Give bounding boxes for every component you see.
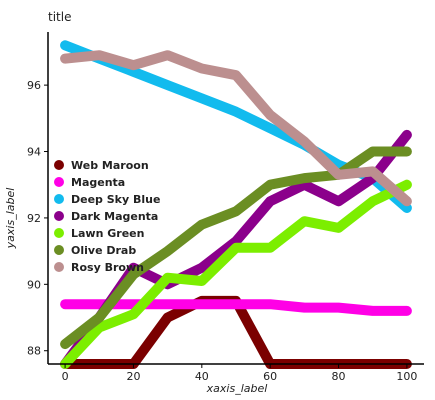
legend-marker-magenta xyxy=(54,177,64,187)
legend-marker-deep-sky-blue xyxy=(54,194,64,204)
legend-label-dark-magenta: Dark Magenta xyxy=(71,210,158,223)
series-rosy-brown xyxy=(60,50,412,207)
legend-marker-rosy-brown xyxy=(54,262,64,272)
data-point-web-maroon xyxy=(163,313,173,322)
data-point-olive-drab xyxy=(163,246,173,256)
data-point-rosy-brown xyxy=(94,50,104,60)
data-point-lawn-green xyxy=(299,216,309,226)
data-point-deep-sky-blue xyxy=(60,40,70,50)
data-point-olive-drab xyxy=(299,173,309,183)
series-layer xyxy=(60,40,412,369)
data-point-lawn-green xyxy=(334,223,343,233)
data-point-rosy-brown xyxy=(231,70,241,80)
legend: Web Maroon Magenta Deep Sky Blue Dark Magen… xyxy=(54,159,160,274)
data-point-rosy-brown xyxy=(265,110,275,120)
data-point-magenta xyxy=(402,306,412,316)
x-tick-label: 80 xyxy=(332,370,346,383)
data-point-dark-magenta xyxy=(197,263,207,273)
legend-marker-lawn-green xyxy=(54,228,64,238)
x-axis-title: xaxis_label xyxy=(206,382,268,395)
data-point-magenta xyxy=(368,306,378,316)
legend-label-magenta: Magenta xyxy=(71,176,125,189)
series-magenta xyxy=(60,299,412,316)
data-point-deep-sky-blue xyxy=(265,123,275,133)
x-tick-label: 20 xyxy=(126,370,140,383)
data-point-olive-drab xyxy=(402,147,412,156)
y-axis-title: yaxis_label xyxy=(4,188,17,250)
y-tick-label: 94 xyxy=(27,146,41,159)
series-olive-drab xyxy=(60,146,412,350)
x-tick-label: 0 xyxy=(62,370,69,383)
data-point-lawn-green xyxy=(197,276,207,286)
legend-label-deep-sky-blue: Deep Sky Blue xyxy=(71,193,160,206)
x-tick-label: 60 xyxy=(263,370,277,383)
data-point-olive-drab xyxy=(265,180,275,190)
data-point-olive-drab xyxy=(60,339,70,349)
data-point-magenta xyxy=(197,299,207,309)
data-point-deep-sky-blue xyxy=(163,80,173,90)
data-point-magenta xyxy=(299,303,309,313)
legend-label-web-maroon: Web Maroon xyxy=(71,159,149,172)
legend-marker-olive-drab xyxy=(54,245,64,255)
data-point-rosy-brown xyxy=(163,50,173,60)
data-point-magenta xyxy=(334,303,343,313)
data-point-lawn-green xyxy=(163,273,173,283)
data-point-olive-drab xyxy=(129,269,138,279)
y-tick-label: 88 xyxy=(27,345,41,358)
data-point-deep-sky-blue xyxy=(231,107,241,117)
data-point-rosy-brown xyxy=(368,166,378,176)
legend-marker-web-maroon xyxy=(54,160,64,170)
data-point-rosy-brown xyxy=(402,196,412,206)
data-point-magenta xyxy=(60,299,70,309)
legend-label-rosy-brown: Rosy Brown xyxy=(71,261,144,274)
y-tick-label: 90 xyxy=(27,278,41,291)
legend-marker-dark-magenta xyxy=(54,211,64,221)
series-lawn-green xyxy=(60,179,412,369)
legend-label-lawn-green: Lawn Green xyxy=(71,227,144,240)
data-point-dark-magenta xyxy=(334,196,343,206)
data-point-lawn-green xyxy=(231,243,241,253)
data-point-rosy-brown xyxy=(299,137,309,147)
data-point-magenta xyxy=(163,299,173,309)
data-point-dark-magenta xyxy=(402,130,412,140)
chart-title: title xyxy=(48,10,71,24)
data-point-olive-drab xyxy=(368,147,378,156)
axes-layer: 0 20 40 60 80 100 88 90 92 94 96 xyxy=(27,32,424,383)
y-tick-label: 92 xyxy=(27,212,41,225)
data-point-rosy-brown xyxy=(60,54,70,64)
data-point-olive-drab xyxy=(197,220,207,230)
data-point-dark-magenta xyxy=(265,196,275,206)
data-point-magenta xyxy=(265,299,275,309)
x-tick-label: 40 xyxy=(195,370,209,383)
data-point-lawn-green xyxy=(129,309,138,319)
legend-label-olive-drab: Olive Drab xyxy=(71,244,136,257)
data-point-magenta xyxy=(231,299,241,309)
y-tick-label: 96 xyxy=(27,79,41,92)
data-point-olive-drab xyxy=(94,313,104,322)
data-point-olive-drab xyxy=(231,206,241,216)
data-point-lawn-green xyxy=(402,180,412,190)
data-point-lawn-green xyxy=(368,196,378,206)
data-point-rosy-brown xyxy=(197,64,207,73)
data-point-lawn-green xyxy=(265,243,275,253)
data-point-rosy-brown xyxy=(334,170,343,180)
data-point-rosy-brown xyxy=(129,60,138,70)
x-tick-label: 100 xyxy=(396,370,417,383)
data-point-deep-sky-blue xyxy=(197,93,207,103)
